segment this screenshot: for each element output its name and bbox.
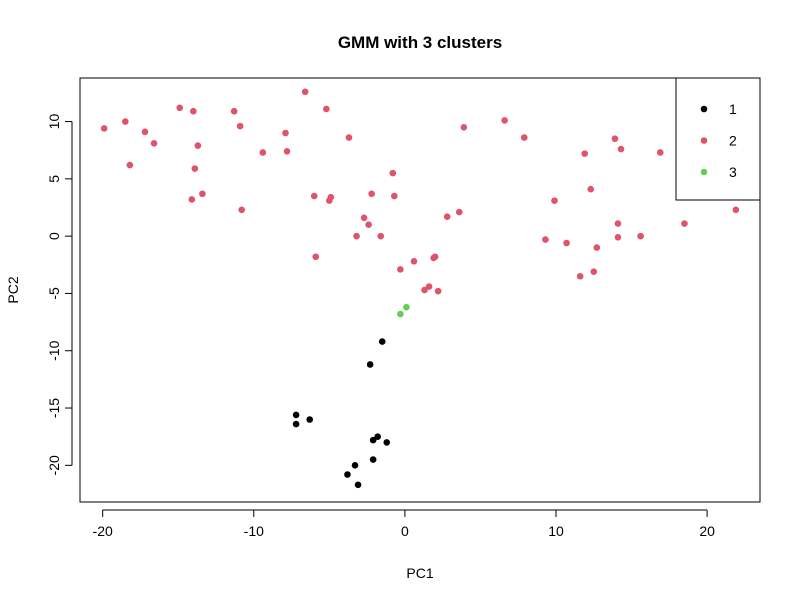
point-cluster-1 xyxy=(351,462,359,469)
point-cluster-2 xyxy=(410,258,418,265)
point-cluster-2 xyxy=(460,123,468,131)
legend-label-2: 2 xyxy=(729,133,737,149)
point-cluster-1 xyxy=(383,439,391,446)
point-cluster-2 xyxy=(551,197,558,204)
point-cluster-2 xyxy=(100,125,108,132)
point-cluster-2 xyxy=(176,104,184,112)
point-cluster-1 xyxy=(292,411,300,419)
point-cluster-2 xyxy=(194,142,202,149)
point-cluster-1 xyxy=(306,416,313,423)
point-cluster-2 xyxy=(150,140,158,147)
point-cluster-2 xyxy=(593,244,601,251)
data-points xyxy=(100,88,740,489)
plot-frame xyxy=(79,77,761,503)
point-cluster-2 xyxy=(389,169,397,177)
point-cluster-1 xyxy=(369,436,377,444)
point-cluster-2 xyxy=(421,286,428,294)
point-cluster-2 xyxy=(259,149,267,156)
x-tick-label: 20 xyxy=(699,523,715,539)
point-cluster-1 xyxy=(354,481,362,489)
point-cluster-2 xyxy=(360,214,368,222)
legend-box xyxy=(675,77,761,201)
point-cluster-2 xyxy=(434,287,442,295)
point-cluster-2 xyxy=(576,272,584,280)
y-axis-title: PC2 xyxy=(5,276,21,303)
point-cluster-2 xyxy=(345,134,353,141)
point-cluster-2 xyxy=(637,232,644,240)
point-cluster-2 xyxy=(323,105,330,113)
point-cluster-2 xyxy=(191,165,199,172)
point-cluster-2 xyxy=(190,107,197,115)
x-tick-label: 0 xyxy=(401,523,409,539)
y-tick-label: -15 xyxy=(46,398,62,418)
point-cluster-2 xyxy=(282,129,289,137)
point-cluster-1 xyxy=(344,471,351,478)
point-cluster-2 xyxy=(391,192,398,200)
point-cluster-2 xyxy=(122,118,129,125)
point-cluster-2 xyxy=(611,135,619,143)
point-cluster-2 xyxy=(230,107,238,115)
point-cluster-2 xyxy=(312,253,320,261)
point-cluster-2 xyxy=(236,122,244,130)
point-cluster-2 xyxy=(563,239,570,247)
chart-title: GMM with 3 clusters xyxy=(338,33,502,52)
point-cluster-1 xyxy=(374,433,381,440)
point-cluster-1 xyxy=(292,420,300,428)
y-tick-label: -5 xyxy=(46,287,62,300)
point-cluster-2 xyxy=(590,268,598,275)
y-tick-label: 0 xyxy=(46,232,62,240)
y-tick-label: -20 xyxy=(46,455,62,475)
point-cluster-1 xyxy=(366,361,374,368)
point-cluster-2 xyxy=(656,149,664,156)
point-cluster-1 xyxy=(378,338,386,345)
legend-label-3: 3 xyxy=(729,164,737,180)
y-tick-label: -10 xyxy=(46,340,62,360)
point-cluster-2 xyxy=(301,88,309,96)
point-cluster-2 xyxy=(141,128,149,136)
point-cluster-2 xyxy=(326,197,333,204)
y-tick-label: 5 xyxy=(46,175,62,183)
point-cluster-2 xyxy=(188,196,196,203)
point-cluster-2 xyxy=(617,145,625,153)
point-cluster-3 xyxy=(403,303,410,311)
point-cluster-2 xyxy=(614,233,622,241)
point-cluster-2 xyxy=(310,192,318,200)
point-cluster-2 xyxy=(199,190,206,198)
point-cluster-2 xyxy=(238,206,245,214)
point-cluster-2 xyxy=(431,253,439,261)
point-cluster-2 xyxy=(365,221,372,228)
point-cluster-2 xyxy=(542,236,549,243)
point-cluster-2 xyxy=(397,266,404,273)
point-cluster-2 xyxy=(581,150,589,157)
point-cluster-2 xyxy=(283,148,291,155)
point-cluster-2 xyxy=(368,190,375,198)
legend-marker-2 xyxy=(700,137,708,144)
y-axis: -20 -15 -10 -5 0 5 10 xyxy=(46,114,73,475)
point-cluster-2 xyxy=(587,185,595,193)
point-cluster-2 xyxy=(455,208,463,216)
legend-marker-1 xyxy=(700,105,708,113)
legend-label-1: 1 xyxy=(729,101,737,117)
point-cluster-2 xyxy=(353,232,360,240)
point-cluster-2 xyxy=(681,220,688,227)
point-cluster-2 xyxy=(520,134,528,141)
point-cluster-2 xyxy=(126,161,134,169)
point-cluster-2 xyxy=(443,213,451,220)
legend-marker-3 xyxy=(700,168,708,176)
point-cluster-3 xyxy=(397,310,404,318)
point-cluster-2 xyxy=(377,232,385,240)
point-cluster-2 xyxy=(614,220,622,227)
x-tick-label: -20 xyxy=(93,523,113,539)
point-cluster-1 xyxy=(369,456,377,463)
y-tick-label: 10 xyxy=(46,114,62,130)
x-axis-title: PC1 xyxy=(406,565,433,581)
x-tick-label: 10 xyxy=(548,523,564,539)
point-cluster-2 xyxy=(732,206,740,214)
point-cluster-2 xyxy=(501,117,508,124)
point-cluster-2 xyxy=(425,283,433,290)
x-tick-label: -10 xyxy=(244,523,264,539)
x-axis: -20 -10 0 10 20 xyxy=(93,509,715,539)
legend: 1 2 3 xyxy=(675,77,761,201)
